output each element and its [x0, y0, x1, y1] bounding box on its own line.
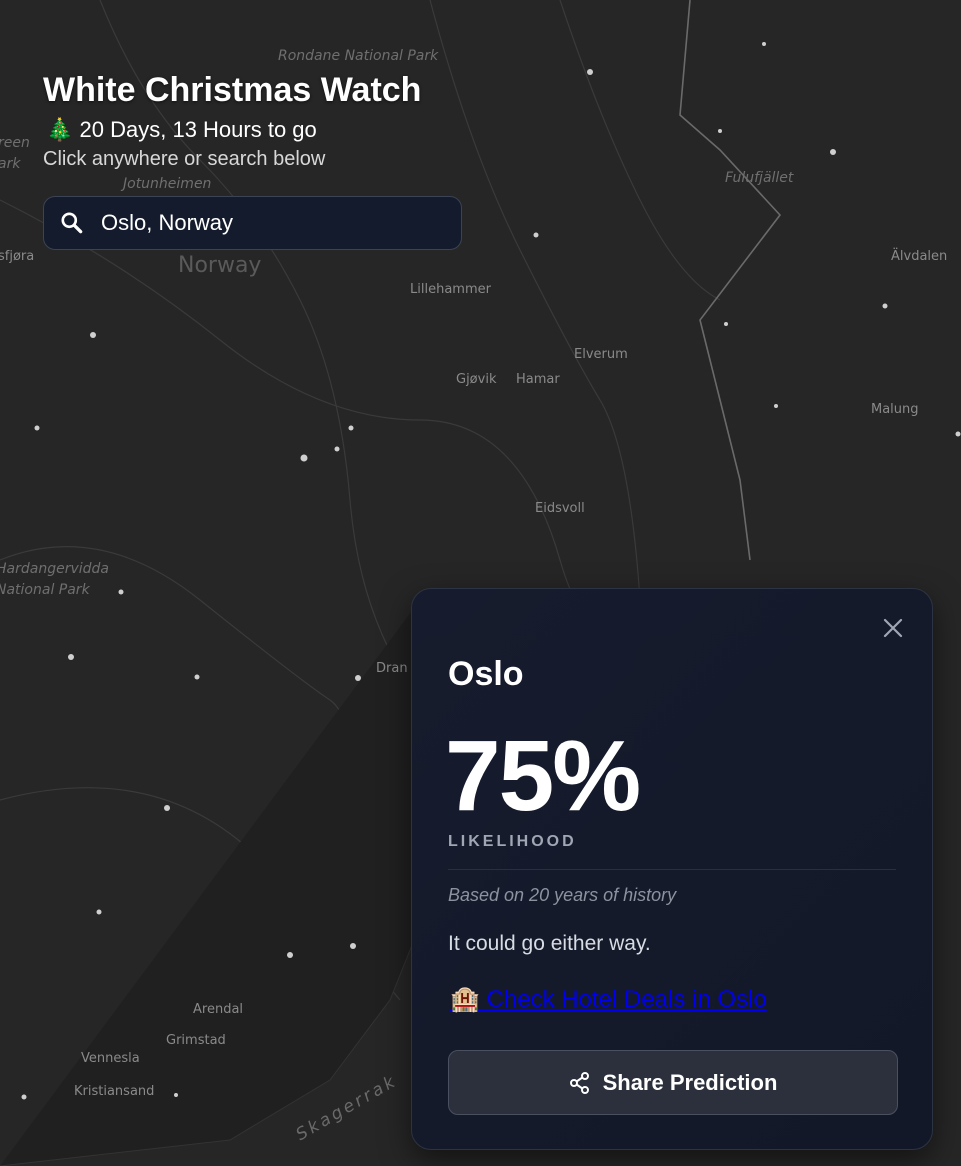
christmas-tree-icon: 🎄	[46, 117, 74, 142]
basis-text: Based on 20 years of history	[448, 885, 677, 905]
verdict-text: It could go either way.	[448, 932, 651, 955]
map-label: sfjøra	[0, 249, 35, 264]
map-label: Dran	[376, 661, 408, 676]
likelihood-value: 75%	[445, 720, 641, 832]
likelihood-label: LIKELIHOOD	[448, 833, 577, 850]
map-label: Hamar	[516, 372, 560, 387]
map-label: Fulufjället	[725, 170, 794, 186]
map-label: Malung	[871, 402, 919, 417]
map-label: Elverum	[574, 347, 628, 362]
map-label: Eidsvoll	[535, 501, 585, 516]
map-label: Vennesla	[81, 1051, 140, 1066]
hotel-link-text: Check Hotel Deals in Oslo	[486, 986, 767, 1013]
map-label: Jotunheimen	[123, 176, 212, 192]
map-label: Norway	[178, 253, 262, 278]
divider	[448, 869, 896, 870]
city-name: Oslo	[448, 655, 524, 693]
map-label: National Park	[0, 582, 90, 598]
countdown: 🎄 20 Days, 13 Hours to go	[46, 117, 317, 143]
hint-text: Click anywhere or search below	[43, 148, 326, 170]
map-label: Älvdalen	[891, 249, 948, 264]
map-label: Hardangervidda	[0, 561, 109, 577]
app-title: White Christmas Watch	[43, 71, 422, 109]
search-box[interactable]	[43, 196, 462, 250]
map-label: Arendal	[193, 1002, 244, 1017]
hotel-icon: 🏨	[450, 986, 480, 1013]
map-label: Rondane National Park	[278, 48, 439, 64]
share-prediction-button[interactable]: Share Prediction	[448, 1050, 898, 1115]
share-label: Share Prediction	[602, 1069, 778, 1095]
search-input[interactable]	[99, 209, 433, 237]
prediction-card: Oslo 75% LIKELIHOOD Based on 20 years of…	[411, 588, 933, 1150]
search-icon	[61, 212, 83, 234]
share-icon	[569, 1071, 589, 1094]
map-label: Gjøvik	[456, 372, 497, 387]
close-icon[interactable]	[882, 617, 904, 639]
map-label: ark	[0, 156, 21, 172]
map-label: Kristiansand	[74, 1084, 155, 1099]
map-label: Lillehammer	[410, 282, 491, 297]
map-label: Grimstad	[166, 1033, 226, 1048]
countdown-text: 20 Days, 13 Hours to go	[79, 117, 317, 142]
hotel-deals-link[interactable]: 🏨 Check Hotel Deals in Oslo	[450, 985, 767, 1014]
map-label: reen	[0, 135, 30, 151]
